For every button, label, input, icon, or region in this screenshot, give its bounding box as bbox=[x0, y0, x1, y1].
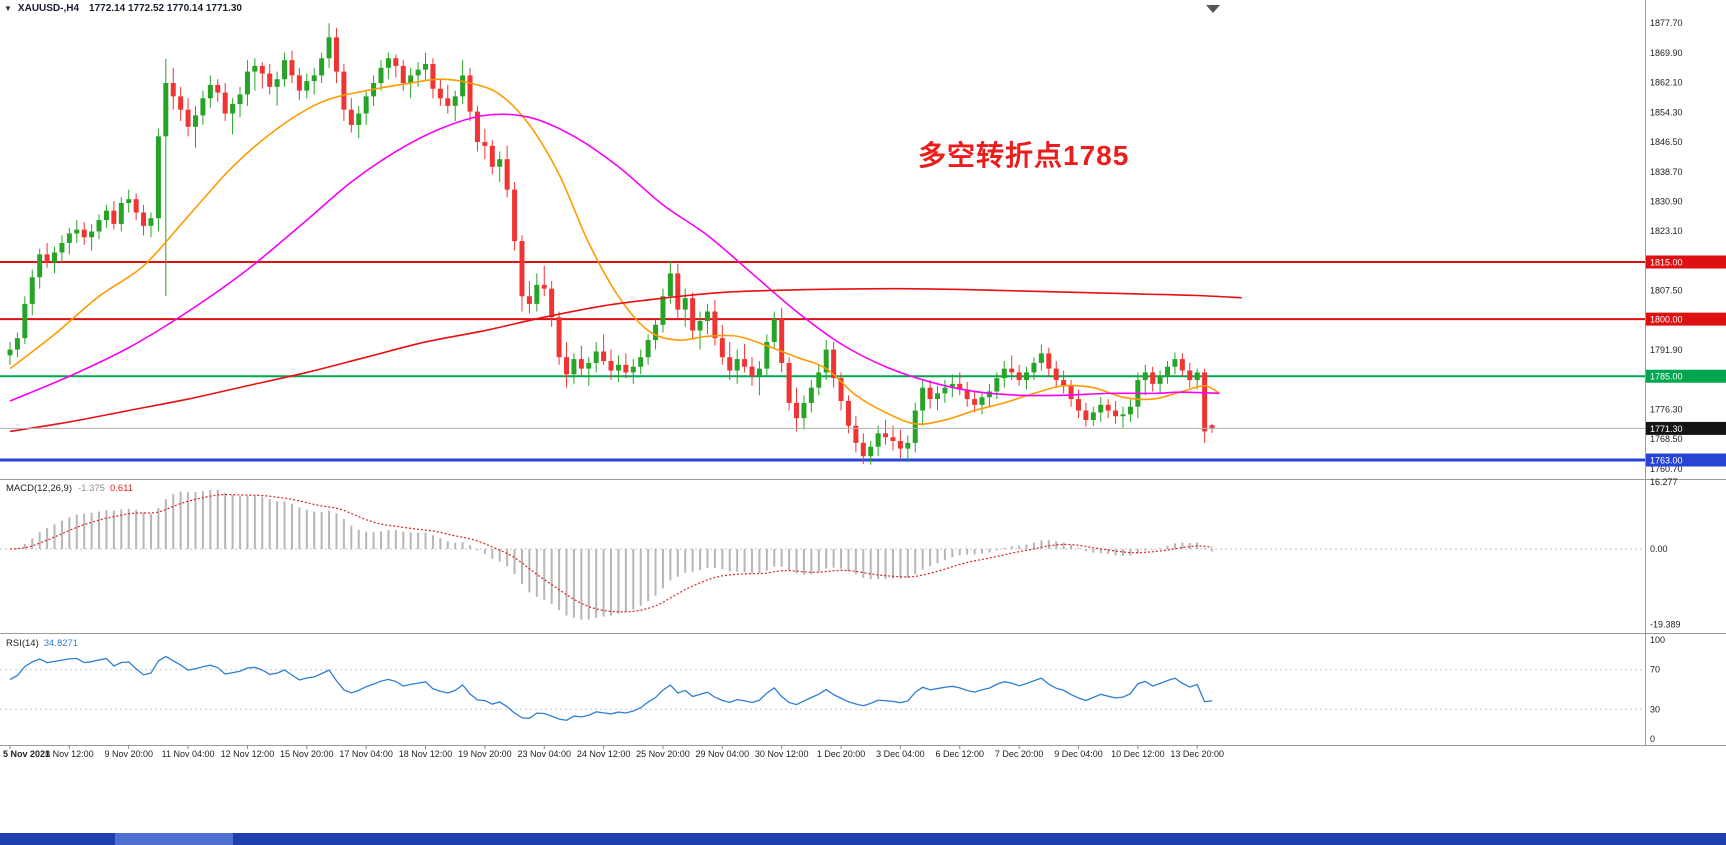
price-grid-label: 1854.30 bbox=[1650, 107, 1683, 117]
time-axis-label: 12 Nov 12:00 bbox=[221, 749, 275, 759]
price-grid-label: 1776.30 bbox=[1650, 404, 1683, 414]
time-axis-label: 24 Nov 12:00 bbox=[577, 749, 631, 759]
time-axis-label: 6 Dec 12:00 bbox=[935, 749, 984, 759]
price-badge-text: 1771.30 bbox=[1650, 424, 1683, 434]
macd-histogram bbox=[16, 489, 1214, 620]
rsi-axis-label: 70 bbox=[1650, 665, 1660, 675]
price-grid-label: 1823.10 bbox=[1650, 226, 1683, 236]
price-grid-label: 1768.50 bbox=[1650, 434, 1683, 444]
price-grid-label: 1877.70 bbox=[1650, 18, 1683, 28]
time-axis-label: 7 Dec 20:00 bbox=[995, 749, 1044, 759]
macd-indicator-label: MACD(12,26,9) -1.375 0.611 bbox=[6, 483, 133, 494]
macd-axis-label: 0.00 bbox=[1650, 544, 1668, 554]
time-axis-label: 23 Nov 04:00 bbox=[517, 749, 571, 759]
ma-mid-line bbox=[9, 113, 1220, 402]
macd-name: MACD(12,26,9) bbox=[6, 483, 72, 494]
time-axis-label: 25 Nov 20:00 bbox=[636, 749, 690, 759]
time-axis-label: 18 Nov 12:00 bbox=[399, 749, 453, 759]
price-grid-label: 1760.70 bbox=[1650, 464, 1683, 474]
time-axis-label: 9 Nov 20:00 bbox=[104, 749, 153, 759]
price-badge-1800.00 bbox=[1646, 312, 1726, 326]
price-grid-label: 1862.10 bbox=[1650, 78, 1683, 88]
price-axis[interactable]: 1877.70 1869.90 1862.10 1854.30 1846.50 1838.… bbox=[1646, 18, 1726, 474]
time-axis-label: 9 Dec 04:00 bbox=[1054, 749, 1103, 759]
time-axis-label: 30 Nov 12:00 bbox=[755, 749, 809, 759]
rsi-panel[interactable]: 100 70 30 0 bbox=[0, 635, 1665, 744]
candles[interactable] bbox=[7, 23, 1215, 465]
chart-ohlc-values: 1772.14 1772.52 1770.14 1771.30 bbox=[89, 3, 242, 14]
rsi-line bbox=[9, 655, 1213, 721]
macd-axis-label: 16.277 bbox=[1650, 477, 1678, 487]
macd-panel[interactable]: 16.277 0.00 -19.389 bbox=[0, 477, 1681, 629]
price-badge-text: 1763.00 bbox=[1650, 456, 1683, 466]
price-badge-1785.00 bbox=[1646, 369, 1726, 383]
time-axis-label: 5 Nov 2021 bbox=[3, 749, 50, 759]
chart-text-annotation[interactable]: 多空转折点1785 bbox=[918, 140, 1130, 171]
price-grid-label: 1791.90 bbox=[1650, 345, 1683, 355]
chart-shift-marker-icon[interactable] bbox=[1206, 5, 1220, 13]
price-badge-text: 1800.00 bbox=[1650, 315, 1683, 325]
chart-symbol-timeframe: XAUUSD-,H4 bbox=[17, 3, 80, 14]
rsi-axis-label: 0 bbox=[1650, 734, 1655, 744]
rsi-name: RSI(14) bbox=[6, 638, 39, 649]
macd-main-value: -1.375 bbox=[78, 483, 105, 494]
time-axis-label: 29 Nov 04:00 bbox=[696, 749, 750, 759]
time-axis-label: 17 Nov 04:00 bbox=[339, 749, 393, 759]
price-badge-text: 1785.00 bbox=[1650, 372, 1683, 382]
time-axis-label: 1 Dec 20:00 bbox=[817, 749, 866, 759]
macd-axis-label: -19.389 bbox=[1650, 619, 1681, 629]
price-grid-label: 1807.50 bbox=[1650, 286, 1683, 296]
price-grid-label: 1830.90 bbox=[1650, 196, 1683, 206]
price-grid-label: 1869.90 bbox=[1650, 48, 1683, 58]
price-badge-text: 1815.00 bbox=[1650, 258, 1683, 268]
macd-signal-line bbox=[9, 493, 1213, 613]
ma-fast-line bbox=[9, 78, 1220, 425]
time-axis-label: 13 Dec 20:00 bbox=[1170, 749, 1224, 759]
time-axis-label: 19 Nov 20:00 bbox=[458, 749, 512, 759]
symbol-dropdown-icon[interactable]: ▼ bbox=[4, 4, 12, 13]
price-badge-1771.30 bbox=[1646, 421, 1726, 435]
price-grid-label: 1846.50 bbox=[1650, 137, 1683, 147]
horizontal-lines[interactable] bbox=[0, 261, 1645, 462]
rsi-axis-label: 30 bbox=[1650, 704, 1660, 714]
time-axis-label: 3 Dec 04:00 bbox=[876, 749, 925, 759]
chart-header: ▼ XAUUSD-,H4 1772.14 1772.52 1770.14 177… bbox=[4, 3, 242, 14]
rsi-value: 34.8271 bbox=[43, 638, 79, 649]
time-axis-label: 8 Nov 12:00 bbox=[45, 749, 94, 759]
time-axis-label: 10 Dec 12:00 bbox=[1111, 749, 1165, 759]
ma-slow-line bbox=[9, 287, 1242, 433]
macd-signal-value: 0.611 bbox=[109, 483, 134, 494]
time-axis-label: 11 Nov 04:00 bbox=[162, 749, 215, 759]
taskbar bbox=[0, 833, 1726, 845]
price-badge-1763.00 bbox=[1646, 453, 1726, 467]
price-grid-label: 1838.70 bbox=[1650, 167, 1683, 177]
taskbar-item[interactable] bbox=[115, 833, 233, 845]
time-axis-label: 15 Nov 20:00 bbox=[280, 749, 334, 759]
price-badge-1815.00 bbox=[1646, 255, 1726, 269]
rsi-indicator-label: RSI(14) 34.8271 bbox=[6, 638, 78, 649]
rsi-axis-label: 100 bbox=[1650, 635, 1665, 645]
